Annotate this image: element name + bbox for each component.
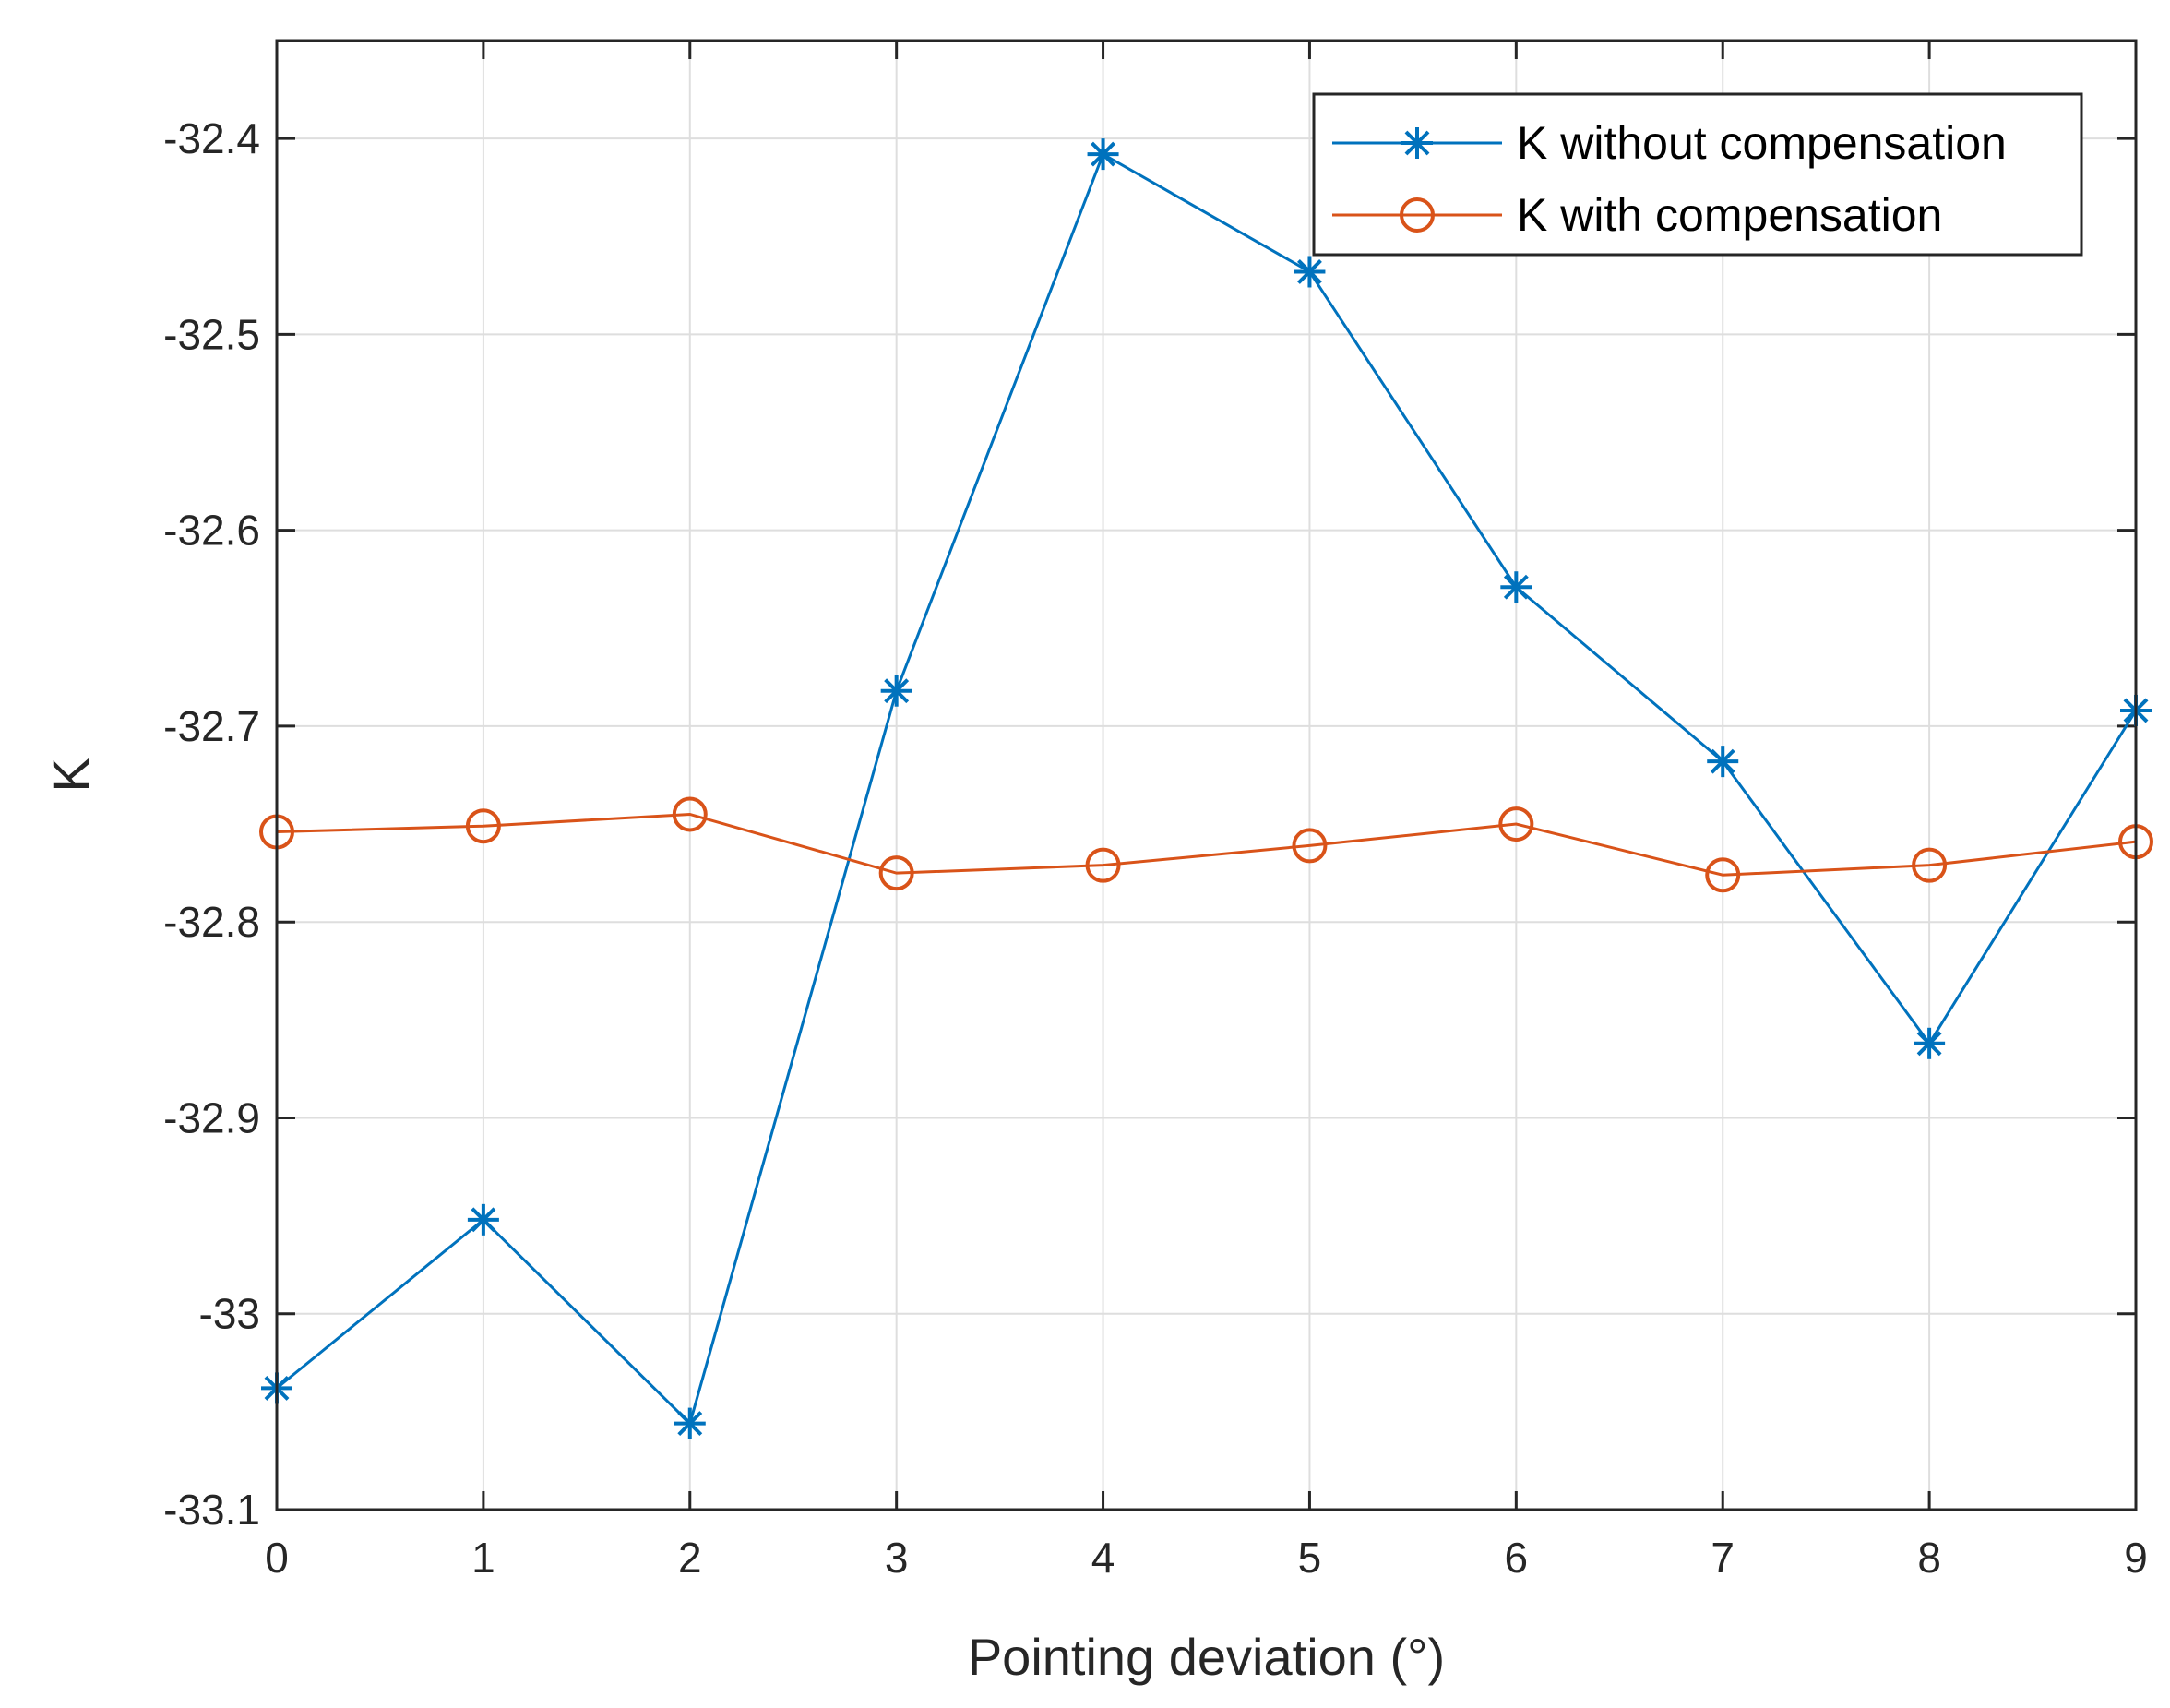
y-tick-label: -32.5 — [163, 310, 260, 358]
marker-stroke — [1297, 259, 1322, 284]
data-point-without-compensation — [1707, 746, 1739, 778]
x-tick-label: 3 — [885, 1534, 909, 1582]
series-line-with-compensation — [276, 812, 2137, 877]
marker-stroke — [1710, 748, 1735, 774]
data-point-with-compensation — [1498, 806, 1534, 842]
x-tick-label: 6 — [1505, 1534, 1529, 1582]
x-tick-label: 8 — [1917, 1534, 1941, 1582]
data-point-without-compensation — [1914, 1027, 1946, 1059]
x-tick-label: 1 — [471, 1534, 495, 1582]
data-point-without-compensation — [467, 1203, 499, 1236]
series-line-without-compensation — [276, 151, 2138, 1427]
x-tick-label: 5 — [1298, 1534, 1322, 1582]
y-tick-label: -32.6 — [163, 507, 260, 555]
data-point-without-compensation — [1294, 256, 1326, 288]
legend-entry-with-compensation: K with compensation — [1332, 189, 1942, 241]
marker-stroke — [677, 1411, 703, 1437]
series-layer — [259, 138, 2153, 1439]
y-axis-label: K — [42, 758, 100, 792]
legend-marker-without-compensation — [1401, 127, 1433, 159]
marker-stroke — [1916, 1031, 1942, 1057]
data-point-without-compensation — [1087, 138, 1119, 171]
y-tick-label: -32.4 — [163, 114, 260, 162]
x-tick-label: 0 — [265, 1534, 289, 1582]
marker-stroke — [471, 1207, 496, 1233]
data-point-without-compensation — [1500, 571, 1532, 603]
legend-label-with-compensation: K with compensation — [1517, 189, 1942, 241]
data-point-with-compensation — [672, 796, 708, 832]
legend-marker-with-compensation — [1400, 197, 1435, 233]
legend-label-without-compensation: K without compensation — [1517, 117, 2007, 169]
y-tick-label: -32.8 — [163, 898, 260, 946]
y-tick-label: -33 — [199, 1290, 260, 1338]
x-tick-label: 4 — [1091, 1534, 1115, 1582]
marker-stroke — [884, 678, 910, 704]
data-point-with-compensation — [1912, 847, 1948, 883]
marker-stroke — [1503, 574, 1529, 600]
data-point-with-compensation — [1085, 847, 1121, 883]
marker-stroke — [1404, 130, 1430, 156]
data-point-without-compensation — [880, 675, 912, 707]
tick-labels: 0 1 2 3 4 5 6 7 8 9 -33.1 -33 -32.9 -32.8 -32.7 -32.6 -3… — [163, 114, 2148, 1582]
y-tick-label: -32.9 — [163, 1093, 260, 1141]
data-point-with-compensation — [465, 808, 501, 844]
y-tick-label: -33.1 — [163, 1486, 260, 1534]
x-axis-label: Pointing deviation (°) — [968, 1628, 1445, 1686]
legend-entry-without-compensation: K without compensation — [1332, 117, 2007, 169]
x-tick-label: 9 — [2124, 1534, 2148, 1582]
x-tick-label: 2 — [678, 1534, 702, 1582]
data-point-with-compensation — [1292, 828, 1328, 864]
x-tick-label: 7 — [1711, 1534, 1735, 1582]
data-point-with-compensation — [1705, 857, 1741, 893]
axes-box — [275, 39, 2138, 1511]
legend-box — [1312, 92, 2083, 257]
marker-stroke — [1091, 141, 1115, 167]
y-tick-label: -32.7 — [163, 702, 260, 750]
data-point-with-compensation — [878, 855, 914, 891]
legend: K without compensation K with compensati… — [1312, 92, 2083, 257]
data-point-without-compensation — [674, 1407, 706, 1439]
